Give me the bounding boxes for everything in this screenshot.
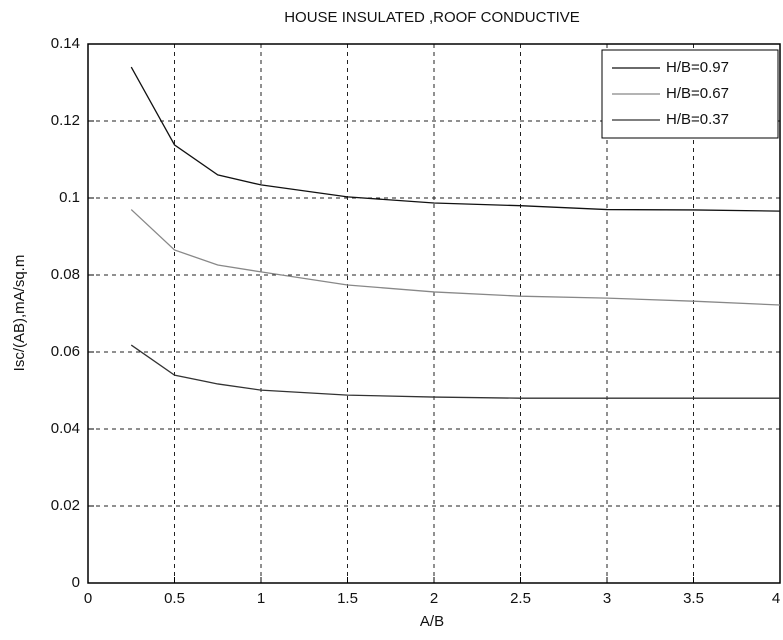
y-tick-label: 0.1 [59, 189, 80, 206]
x-tick-label: 2.5 [510, 590, 531, 607]
series-line [130, 66, 781, 212]
y-tick-label: 0.02 [51, 497, 80, 514]
series-line [130, 209, 781, 306]
y-tick-label: 0.08 [51, 266, 80, 283]
y-tick-label: 0 [72, 574, 80, 591]
legend-label: H/B=0.67 [666, 85, 729, 102]
x-tick-label: 0.5 [164, 590, 185, 607]
x-tick-label: 0 [84, 590, 92, 607]
x-tick-label: 1 [257, 590, 265, 607]
x-tick-label: 4 [772, 590, 780, 607]
y-tick-label: 0.14 [51, 35, 80, 52]
y-tick-label: 0.12 [51, 112, 80, 129]
x-tick-label: 1.5 [337, 590, 358, 607]
x-tick-label: 2 [430, 590, 438, 607]
legend-label: H/B=0.37 [666, 111, 729, 128]
x-axis-label: A/B [420, 613, 444, 630]
y-tick-label: 0.06 [51, 343, 80, 360]
plot-frame [87, 43, 781, 584]
x-tick-label: 3 [603, 590, 611, 607]
chart-title: HOUSE INSULATED ,ROOF CONDUCTIVE [284, 9, 580, 26]
y-tick-label: 0.04 [51, 420, 80, 437]
x-tick-label: 3.5 [683, 590, 704, 607]
y-axis-label: Isc/(AB),mA/sq.m [11, 255, 28, 372]
series-line [130, 344, 780, 399]
legend-label: H/B=0.97 [666, 59, 729, 76]
